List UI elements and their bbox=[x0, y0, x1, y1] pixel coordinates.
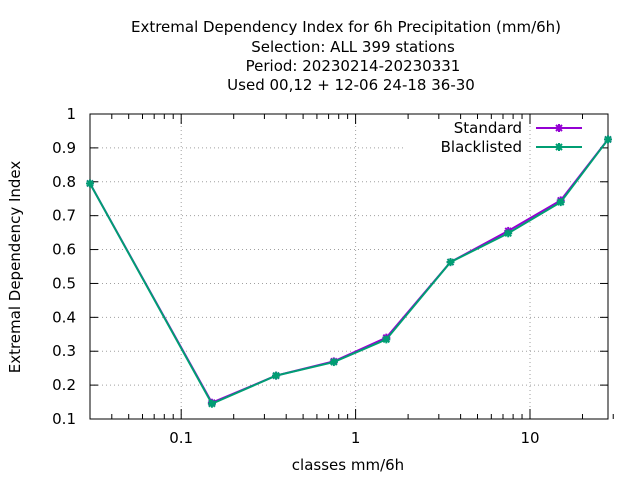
data-point bbox=[208, 400, 216, 408]
title-line-2: Selection: ALL 399 stations bbox=[251, 38, 455, 56]
y-tick-label: 0.8 bbox=[52, 173, 76, 191]
x-tick-label: 10 bbox=[520, 429, 539, 447]
y-tick-label: 0.3 bbox=[52, 342, 76, 360]
title-line-3: Period: 20230214-20230331 bbox=[246, 57, 461, 75]
y-tick-label: 0.5 bbox=[52, 274, 76, 292]
legend-label: Standard bbox=[454, 119, 522, 137]
grid-lines bbox=[90, 114, 608, 419]
data-point bbox=[272, 371, 280, 380]
x-axis-label: classes mm/6h bbox=[292, 456, 404, 474]
y-tick-label: 1 bbox=[66, 105, 76, 123]
y-tick-label: 0.9 bbox=[52, 139, 76, 157]
x-tick-label: 1 bbox=[351, 429, 361, 447]
data-point bbox=[382, 335, 391, 344]
plot-frame bbox=[89, 113, 609, 420]
y-tick-label: 0.7 bbox=[52, 207, 76, 225]
legend-marker bbox=[555, 143, 563, 151]
legend-label: Blacklisted bbox=[441, 138, 522, 156]
data-point bbox=[86, 179, 94, 188]
series-1 bbox=[86, 135, 612, 407]
data-point bbox=[604, 135, 612, 144]
data-point bbox=[504, 229, 512, 237]
y-tick-label: 0.2 bbox=[52, 376, 76, 394]
series-2 bbox=[86, 135, 612, 408]
y-axis-label: Extremal Dependency Index bbox=[6, 161, 24, 374]
title-line-1: Extremal Dependency Index for 6h Precipi… bbox=[131, 18, 561, 36]
chart-title: Extremal Dependency Index for 6h Precipi… bbox=[131, 18, 561, 94]
data-point bbox=[446, 258, 455, 266]
series-group bbox=[86, 135, 612, 408]
y-tick-label: 0.4 bbox=[52, 308, 76, 326]
series-line bbox=[89, 138, 609, 406]
y-tick-label: 0.6 bbox=[52, 241, 76, 259]
legend-marker bbox=[555, 124, 563, 132]
data-point bbox=[557, 198, 565, 206]
axis-ticks: 0.1 0.2 0.3 0.4 0.5 0.6 0.7 0.8 0.9 1 0.1 1 10 bbox=[52, 105, 614, 447]
x-tick-label: 0.1 bbox=[169, 429, 193, 447]
y-tick-label: 0.1 bbox=[52, 410, 76, 428]
title-line-4: Used 00,12 + 12-06 24-18 36-30 bbox=[227, 76, 475, 94]
data-point bbox=[330, 358, 338, 366]
